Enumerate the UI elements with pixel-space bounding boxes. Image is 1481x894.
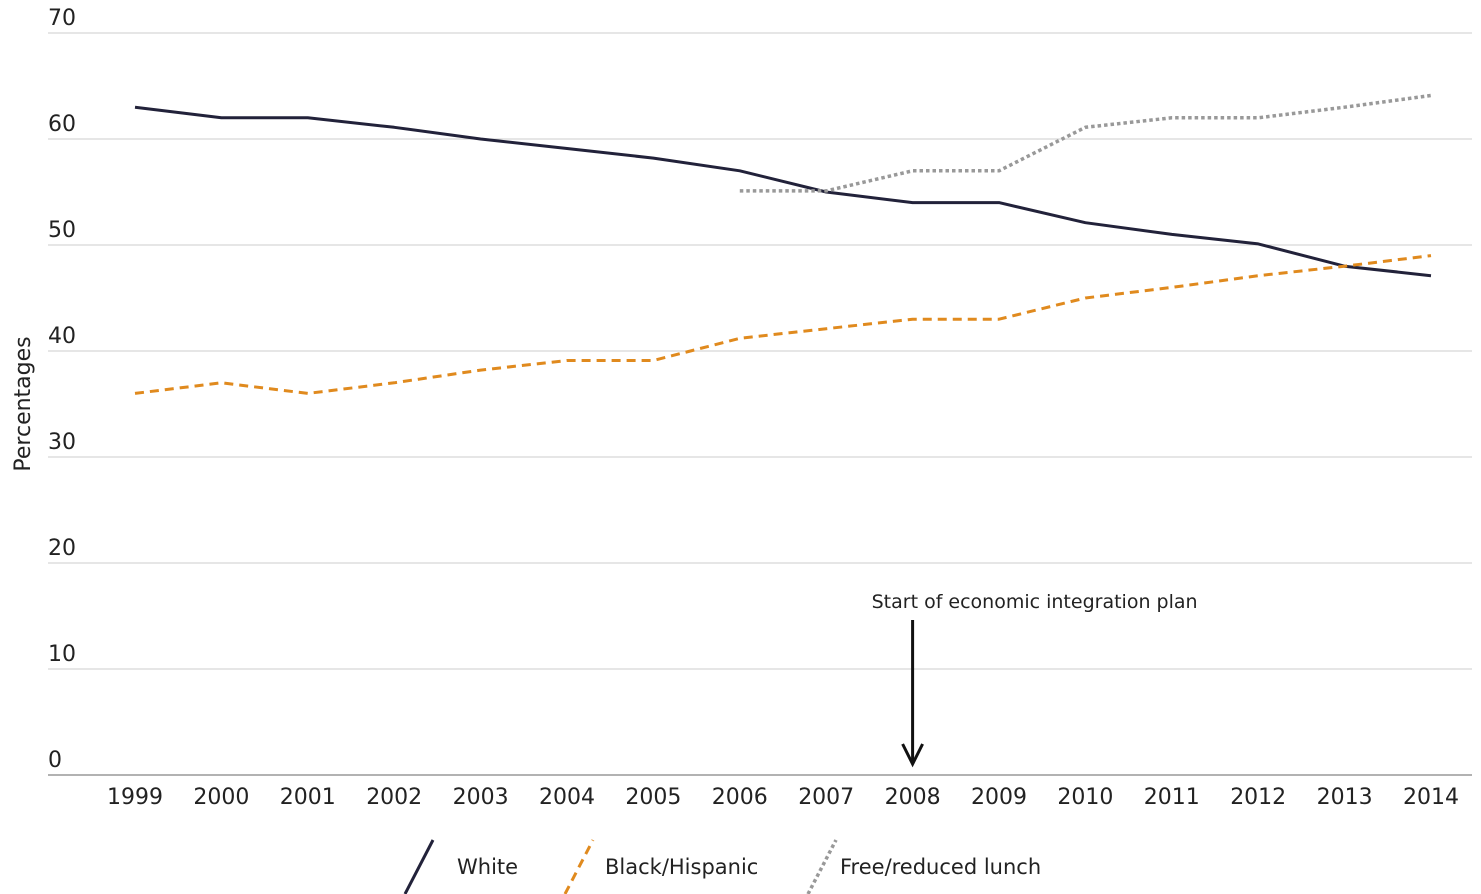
x-tick-label: 2011 <box>1144 785 1200 810</box>
y-axis-tick-labels: 0 10 20 30 40 50 60 70 <box>48 6 76 773</box>
x-tick-label: 2005 <box>625 785 681 810</box>
x-tick-label: 2012 <box>1230 785 1286 810</box>
legend: White Black/Hispanic Free/reduced lunch <box>403 839 1041 894</box>
x-tick-label: 2006 <box>712 785 768 810</box>
x-tick-label: 2001 <box>280 785 336 810</box>
y-tick-label: 50 <box>48 218 76 243</box>
x-tick-label: 2003 <box>453 785 509 810</box>
y-axis-label: Percentages <box>11 336 36 471</box>
annotation-text: Start of economic integration plan <box>872 591 1198 613</box>
x-tick-label: 2004 <box>539 785 595 810</box>
y-tick-label: 30 <box>48 430 76 455</box>
y-tick-label: 40 <box>48 324 76 349</box>
series-line-black-hispanic <box>134 254 1432 395</box>
y-tick-label: 20 <box>48 536 76 561</box>
y-tick-label: 0 <box>48 748 62 773</box>
legend-swatch <box>403 839 435 894</box>
y-tick-label: 70 <box>48 6 76 31</box>
annotation-arrow-head <box>901 743 924 768</box>
x-tick-label: 2009 <box>971 785 1027 810</box>
y-tick-label: 60 <box>48 112 76 137</box>
x-axis-tick-labels: 1999 2000 2001 2002 2003 2004 2005 2006 2007 2008… <box>107 785 1459 810</box>
annotation: Start of economic integration plan <box>872 591 1198 768</box>
x-tick-label: 1999 <box>107 785 163 810</box>
x-tick-label: 2008 <box>885 785 941 810</box>
legend-label: Free/reduced lunch <box>840 855 1041 879</box>
series-lines <box>134 93 1432 395</box>
legend-label: White <box>457 855 518 879</box>
legend-swatch <box>563 839 595 894</box>
series-line-white <box>134 105 1432 278</box>
x-tick-label: 2013 <box>1317 785 1373 810</box>
y-tick-label: 10 <box>48 642 76 667</box>
x-tick-label: 2007 <box>798 785 854 810</box>
x-tick-label: 2014 <box>1403 785 1459 810</box>
series-line-free-reduced-lunch <box>739 93 1432 193</box>
x-tick-label: 2002 <box>366 785 422 810</box>
legend-label: Black/Hispanic <box>605 855 758 879</box>
legend-swatch <box>806 839 838 894</box>
gridlines <box>48 32 1472 776</box>
x-tick-label: 2000 <box>193 785 249 810</box>
x-tick-label: 2010 <box>1057 785 1113 810</box>
